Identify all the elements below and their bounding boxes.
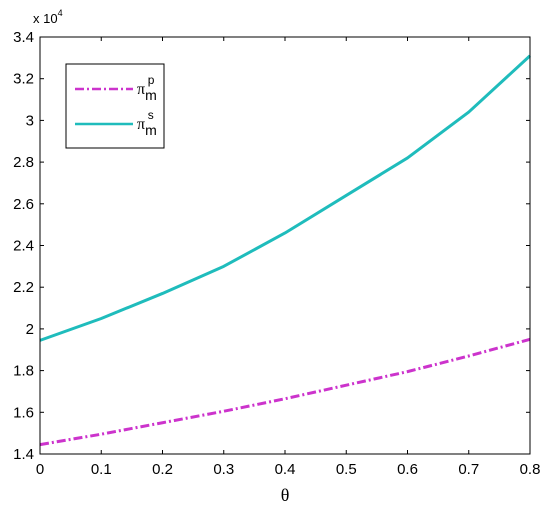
y-tick-label: 2.8 bbox=[13, 154, 34, 171]
x-axis-label: θ bbox=[281, 485, 290, 505]
y-tick-label: 3 bbox=[26, 112, 34, 129]
y-exponent-power: 4 bbox=[58, 8, 63, 18]
y-tick-label: 1.8 bbox=[13, 363, 34, 380]
y-exponent-base: x 10 bbox=[33, 11, 58, 26]
legend: πmp πms bbox=[65, 63, 165, 149]
y-tick-labels: 1.4 1.6 1.8 2 2.2 2.4 2.6 2.8 3 3.2 3.4 bbox=[13, 29, 34, 463]
y-tick-label: 1.6 bbox=[13, 404, 34, 421]
y-exponent-label: x 104 bbox=[33, 8, 63, 26]
y-tick-label: 2 bbox=[26, 321, 34, 338]
legend-label-series-2: πms bbox=[137, 108, 157, 138]
x-tick-label: 0.2 bbox=[152, 461, 173, 478]
y-tick-label: 2.6 bbox=[13, 196, 34, 213]
x-tick-label: 0.7 bbox=[458, 461, 479, 478]
legend-label-series-1: πmp bbox=[137, 73, 157, 103]
legend-box bbox=[65, 63, 165, 149]
y-tick-label: 3.4 bbox=[13, 29, 34, 46]
series-1-line bbox=[39, 337, 531, 447]
x-tick-label: 0.1 bbox=[91, 461, 112, 478]
axis-ticks bbox=[39, 36, 531, 455]
x-tick-label: 0.6 bbox=[397, 461, 418, 478]
x-tick-label: 0.5 bbox=[336, 461, 357, 478]
y-tick-label: 1.4 bbox=[13, 446, 34, 463]
y-tick-label: 2.2 bbox=[13, 279, 34, 296]
x-tick-label: 0.3 bbox=[213, 461, 234, 478]
x-tick-label: 0.4 bbox=[275, 461, 296, 478]
x-tick-label: 0 bbox=[36, 461, 44, 478]
x-tick-labels: 0 0.1 0.2 0.3 0.4 0.5 0.6 0.7 0.8 bbox=[36, 461, 541, 478]
y-tick-label: 2.4 bbox=[13, 238, 34, 255]
x-tick-label: 0.8 bbox=[520, 461, 541, 478]
y-tick-label: 3.2 bbox=[13, 71, 34, 88]
